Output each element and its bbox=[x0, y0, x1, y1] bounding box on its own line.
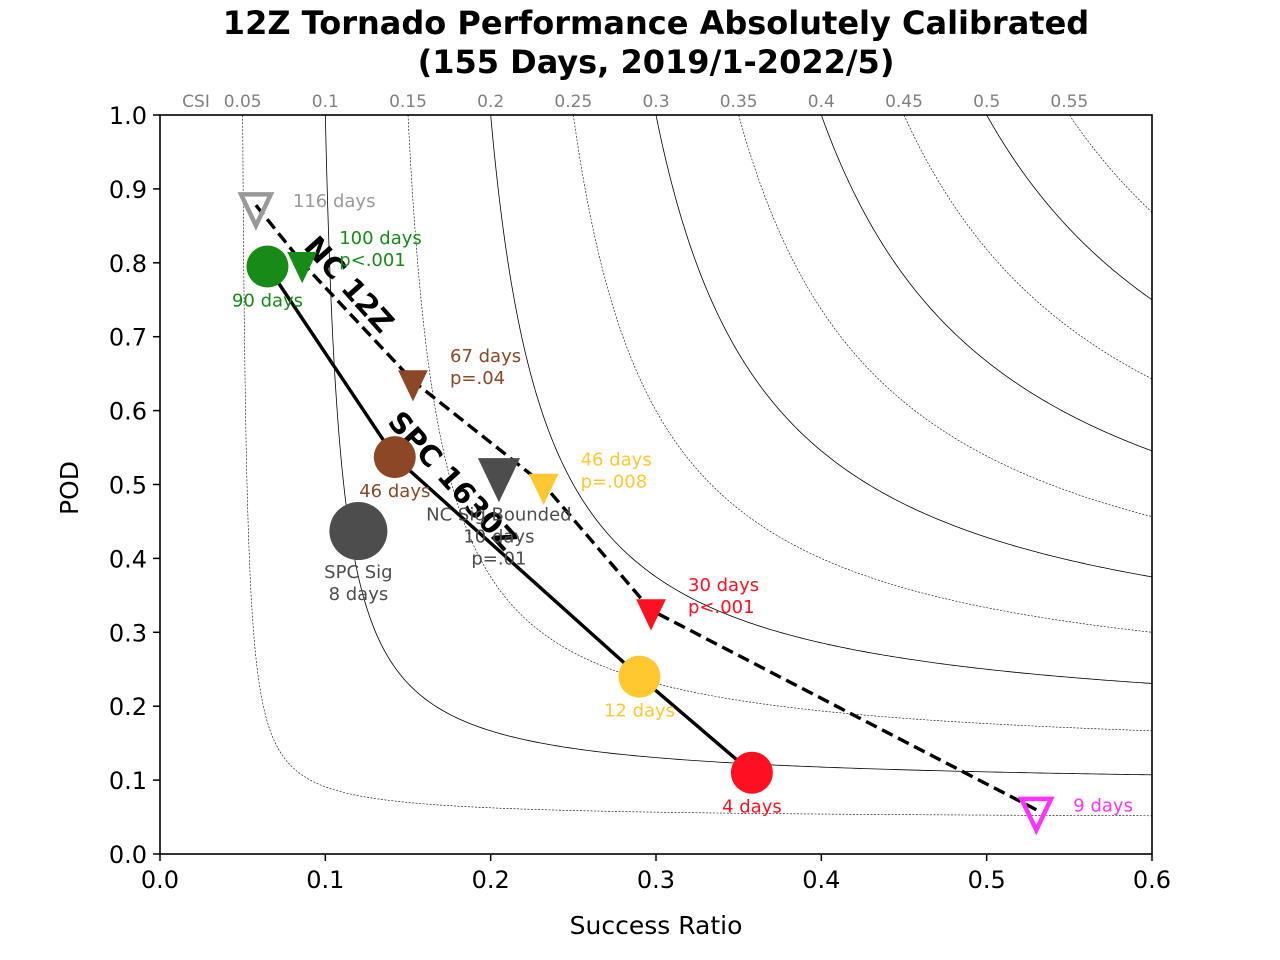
csi-tick-label: 0.5 bbox=[973, 92, 1000, 112]
nc-12z-marker-5 bbox=[1017, 796, 1055, 836]
csi-tick-label: 0.1 bbox=[312, 92, 339, 112]
point-label: 9 days bbox=[1073, 796, 1133, 817]
nc-12z-marker-4 bbox=[636, 599, 666, 631]
csi-tick-label: 0.25 bbox=[554, 92, 592, 112]
x-tick-label: 0.3 bbox=[637, 866, 675, 894]
nc-sig-bounded-marker bbox=[477, 458, 520, 503]
csi-tick-label: 0.2 bbox=[477, 92, 504, 112]
nc-12z-marker-2 bbox=[398, 370, 428, 402]
y-tick-label: 0.8 bbox=[109, 250, 147, 278]
point-label: NC Sig Bounded bbox=[426, 504, 571, 525]
point-label: p<.001 bbox=[688, 597, 755, 618]
chart-title-line-2: (155 Days, 2019/1-2022/5) bbox=[418, 43, 895, 81]
nc-12z-marker-0 bbox=[237, 192, 275, 231]
csi-top-axis: CSI 0.05 0.1 0.15 0.2 0.25 0.3 0.35 0.4 0.45 0.5 0… bbox=[182, 92, 1088, 112]
x-tick-label: 0.4 bbox=[802, 866, 840, 894]
x-tick-label: 0.0 bbox=[141, 866, 179, 894]
spc-sig-marker bbox=[329, 502, 388, 561]
point-label: 4 days bbox=[722, 797, 782, 818]
csi-contour-0-2 bbox=[490, 115, 1152, 684]
y-tick-label: 0.9 bbox=[109, 176, 147, 204]
csi-contour-0-05 bbox=[242, 115, 1152, 817]
point-label: 10 days bbox=[463, 526, 534, 547]
csi-axis-label: CSI bbox=[182, 92, 210, 112]
chart-title: 12Z Tornado Performance Absolutely Calib… bbox=[223, 4, 1089, 81]
y-tick-label: 1.0 bbox=[109, 102, 147, 130]
point-label: 8 days bbox=[329, 584, 389, 605]
point-label: 12 days bbox=[604, 701, 675, 722]
nc-12z-marker-1 bbox=[287, 252, 318, 284]
csi-contour-0-25 bbox=[573, 115, 1152, 633]
csi-tick-label: 0.05 bbox=[224, 92, 262, 112]
y-tick-label: 0.3 bbox=[109, 619, 147, 647]
point-label: 46 days bbox=[581, 450, 652, 471]
csi-contour-0-35 bbox=[738, 115, 1152, 517]
nc-12z-marker-3 bbox=[528, 473, 559, 505]
csi-tick-label: 0.4 bbox=[808, 92, 835, 112]
y-tick-label: 0.6 bbox=[109, 398, 147, 426]
point-label: 100 days bbox=[339, 228, 422, 249]
y-tick-label: 0.2 bbox=[109, 693, 147, 721]
series-line-spc-1630z bbox=[266, 265, 754, 774]
point-label: p<.001 bbox=[339, 250, 406, 271]
point-label: p=.04 bbox=[450, 368, 505, 389]
csi-contour-0-55 bbox=[1069, 115, 1152, 213]
x-tick-label: 0.5 bbox=[968, 866, 1006, 894]
chart-title-line-1: 12Z Tornado Performance Absolutely Calib… bbox=[223, 4, 1089, 42]
y-tick-label: 0.5 bbox=[109, 472, 147, 500]
csi-tick-label: 0.15 bbox=[389, 92, 427, 112]
plot-frame bbox=[159, 114, 1153, 855]
x-tick-label: 0.6 bbox=[1133, 866, 1171, 894]
spc-1630z-marker-1 bbox=[373, 436, 416, 479]
data-markers bbox=[237, 192, 1055, 836]
y-axis: 0.0 0.1 0.2 0.3 0.4 0.5 0.6 0.7 0.8 0.9 1.0 bbox=[109, 102, 160, 869]
y-tick-label: 0.4 bbox=[109, 545, 147, 573]
csi-contour-0-45 bbox=[903, 115, 1152, 380]
spc-1630z-marker-0 bbox=[246, 245, 289, 288]
point-label: 116 days bbox=[293, 191, 376, 212]
point-label: p=.01 bbox=[471, 548, 526, 569]
y-tick-label: 0.0 bbox=[109, 841, 147, 869]
y-tick-label: 0.7 bbox=[109, 324, 147, 352]
x-axis-label: Success Ratio bbox=[570, 911, 743, 940]
x-tick-label: 0.1 bbox=[306, 866, 344, 894]
spc-1630z-marker-3 bbox=[730, 751, 773, 794]
point-label: SPC Sig bbox=[324, 562, 392, 583]
y-axis-label: POD bbox=[55, 461, 84, 515]
x-tick-label: 0.2 bbox=[472, 866, 510, 894]
csi-contour-0-3 bbox=[655, 115, 1152, 578]
csi-contour-0-1 bbox=[324, 115, 1152, 776]
csi-contour-0-15 bbox=[407, 115, 1152, 732]
point-label: 30 days bbox=[688, 575, 759, 596]
csi-tick-label: 0.45 bbox=[885, 92, 923, 112]
point-label: 46 days bbox=[359, 481, 430, 502]
csi-tick-label: 0.35 bbox=[720, 92, 758, 112]
spc-1630z-marker-2 bbox=[618, 655, 661, 698]
y-tick-label: 0.1 bbox=[109, 767, 147, 795]
point-label: 67 days bbox=[450, 346, 521, 367]
csi-tick-label: 0.3 bbox=[642, 92, 669, 112]
x-axis: 0.0 0.1 0.2 0.3 0.4 0.5 0.6 bbox=[141, 854, 1171, 894]
point-label: p=.008 bbox=[581, 472, 648, 493]
csi-contour-0-5 bbox=[986, 115, 1152, 301]
point-label: 90 days bbox=[232, 291, 303, 312]
csi-contour-0-4 bbox=[820, 115, 1152, 452]
csi-tick-label: 0.55 bbox=[1050, 92, 1088, 112]
